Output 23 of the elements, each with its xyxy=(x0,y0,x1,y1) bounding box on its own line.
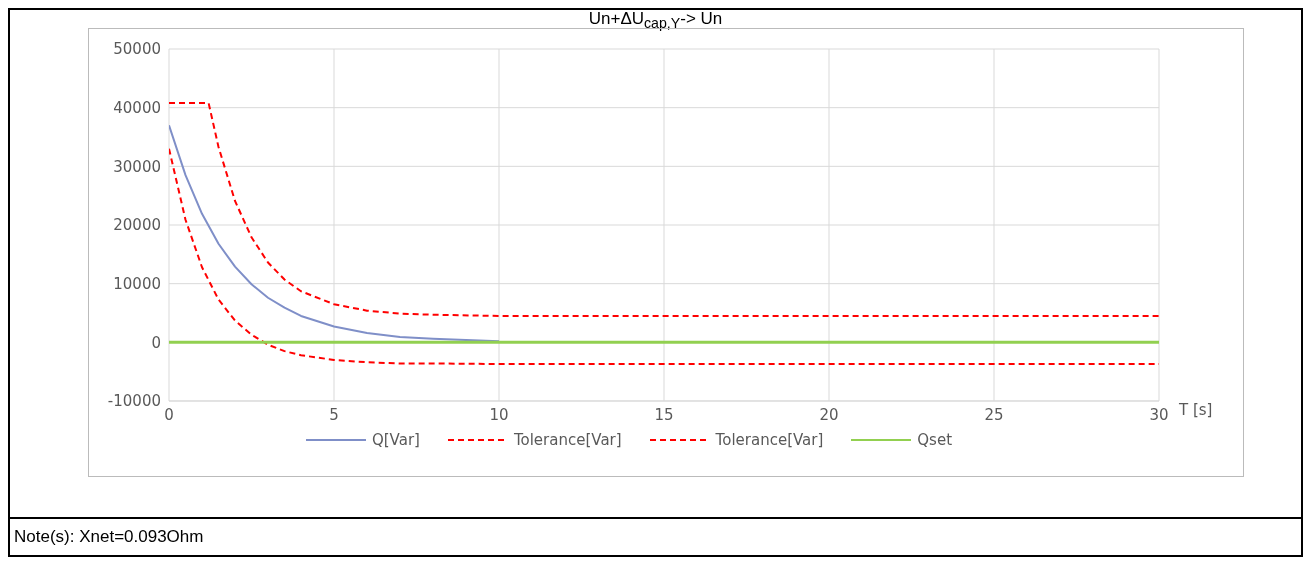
y-tick-label: 10000 xyxy=(113,274,161,293)
line-series xyxy=(169,124,500,343)
x-tick-label: 15 xyxy=(654,405,674,424)
y-tick-label: 50000 xyxy=(113,40,161,59)
y-tick-label: 20000 xyxy=(113,216,161,235)
x-tick-label: 10 xyxy=(489,405,509,424)
x-axis-title: T [s] xyxy=(1178,401,1213,420)
y-tick-label: 40000 xyxy=(113,98,161,117)
legend-label: Tolerance[Var] xyxy=(512,431,622,449)
y-tick-label: 0 xyxy=(151,333,161,352)
x-tick-label: 30 xyxy=(1149,405,1169,424)
legend-label: Q[Var] xyxy=(370,431,420,449)
legend-label: Qset xyxy=(916,431,953,449)
legend-label: Tolerance[Var] xyxy=(714,431,824,449)
text: Note(s): Xnet=0.093Ohm xyxy=(10,517,1301,555)
x-tick-label: 25 xyxy=(984,405,1004,424)
x-tick-label: 20 xyxy=(819,405,839,424)
y-tick-label: 30000 xyxy=(113,157,161,176)
x-tick-label: 0 xyxy=(164,405,174,424)
line-series xyxy=(169,101,1159,317)
x-tick-label: 5 xyxy=(329,405,339,424)
y-tick-label: -10000 xyxy=(107,392,161,411)
chart-title: Un+ΔU$_{cap,Y}$-> Un xyxy=(587,9,724,32)
